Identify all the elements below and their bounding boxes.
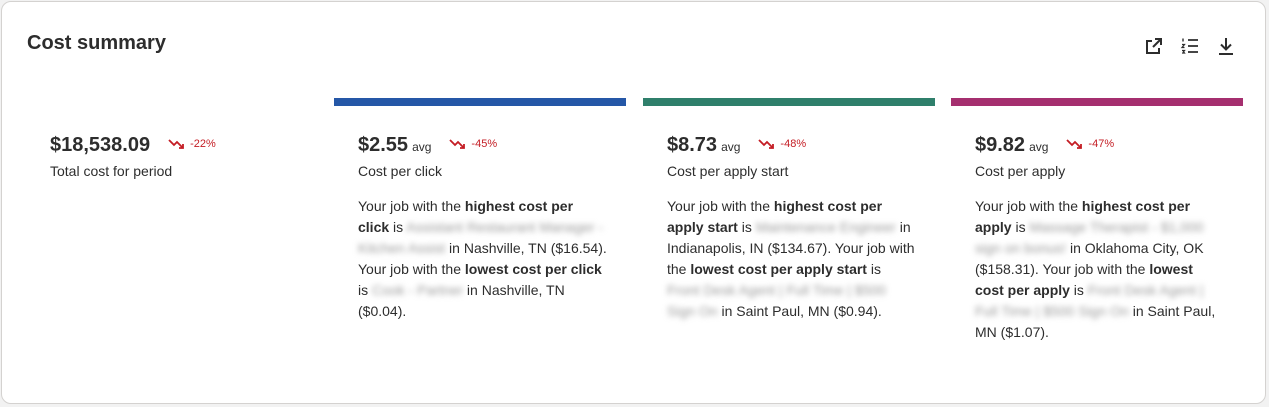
desc-text: in Oklahoma City, OK ($158.31). Your job… <box>975 240 1204 277</box>
trend-down-icon <box>449 139 466 149</box>
cpas-trend: -48% <box>758 138 806 150</box>
highest-cpc-job: Assistant Restaurant Manager - Kitchen A… <box>358 219 604 256</box>
highest-cpa-job: Massage Therapist - $1,000 sign on bonus… <box>975 219 1204 256</box>
desc-bold: highest cost per apply <box>975 198 1191 235</box>
external-link-icon[interactable] <box>1143 35 1165 57</box>
cpa-value: $9.82 <box>975 134 1026 156</box>
desc-bold: lowest cost per apply start <box>690 261 867 277</box>
cpc-change: -45% <box>471 138 498 150</box>
desc-text: is <box>1069 282 1088 298</box>
desc-text: is <box>737 219 756 235</box>
total-cost-label: Total cost for period <box>50 163 173 179</box>
desc-text: in Saint Paul, MN ($1.07). <box>975 303 1216 340</box>
desc-text: is <box>358 282 372 298</box>
desc-bold: highest cost per apply start <box>667 198 883 235</box>
total-cost-value: $18,538.09 <box>50 134 151 156</box>
desc-text: in Saint Paul, MN ($0.94). <box>717 303 882 319</box>
cpas-value: $8.73 <box>667 134 718 156</box>
card-toolbar <box>1143 35 1237 57</box>
trend-down-icon <box>168 139 185 149</box>
card-title: Cost summary <box>27 32 166 54</box>
desc-bold: highest cost per click <box>358 198 574 235</box>
cpa-avg-label: avg <box>1029 140 1049 154</box>
desc-bold: lowest cost per apply <box>975 261 1193 298</box>
desc-text: Your job with the <box>358 198 465 214</box>
cpa-trend: -47% <box>1066 138 1114 150</box>
desc-text: is <box>866 261 881 277</box>
total-change: -22% <box>190 138 216 150</box>
cost-per-click-section: $2.55 avg -45% Cost per click Your job w… <box>334 98 626 398</box>
cpc-label: Cost per click <box>358 163 443 179</box>
cpas-change: -48% <box>780 138 807 150</box>
cpa-description: Your job with the highest cost per apply… <box>975 196 1225 343</box>
download-icon[interactable] <box>1215 35 1237 57</box>
cpas-avg-label: avg <box>721 140 741 154</box>
cpc-avg-label: avg <box>412 140 432 154</box>
cpas-label: Cost per apply start <box>667 163 789 179</box>
cost-per-apply-bar <box>951 98 1243 106</box>
trend-down-icon <box>758 139 775 149</box>
desc-text: in Nashville, TN ($16.54). Your job with… <box>358 240 607 277</box>
desc-text: in Nashville, TN ($0.04). <box>358 282 565 319</box>
desc-text: Your job with the <box>975 198 1082 214</box>
cpas-description: Your job with the highest cost per apply… <box>667 196 917 322</box>
desc-text: is <box>389 219 407 235</box>
total-trend: -22% <box>168 138 216 150</box>
cost-per-click-bar <box>334 98 626 106</box>
numbered-list-icon[interactable] <box>1179 35 1201 57</box>
lowest-cpc-job: Cook - Partner <box>372 282 464 298</box>
desc-text: in Indianapolis, IN ($134.67). Your job … <box>667 219 915 277</box>
desc-bold: lowest cost per click <box>464 261 602 277</box>
cpa-label: Cost per apply <box>975 163 1066 179</box>
total-cost-section: $18,538.09 -22% Total cost for period <box>26 98 318 398</box>
cost-per-apply-start-section: $8.73 avg -48% Cost per apply start Your… <box>643 98 935 398</box>
desc-text: Your job with the <box>667 198 774 214</box>
desc-text: is <box>1011 219 1030 235</box>
cpc-description: Your job with the highest cost per click… <box>358 196 608 322</box>
cpa-change: -47% <box>1088 138 1115 150</box>
trend-down-icon <box>1066 139 1083 149</box>
cpc-trend: -45% <box>449 138 497 150</box>
lowest-cpas-job: Front Desk Agent | Full Time | $500 Sign… <box>667 282 886 319</box>
cost-per-apply-section: $9.82 avg -47% Cost per apply Your job w… <box>951 98 1243 398</box>
lowest-cpa-job: Front Desk Agent | Full Time | $500 Sign… <box>975 282 1204 319</box>
cpc-value: $2.55 <box>358 134 409 156</box>
cost-per-apply-start-bar <box>643 98 935 106</box>
highest-cpas-job: Maintenance Engineer <box>755 219 896 235</box>
